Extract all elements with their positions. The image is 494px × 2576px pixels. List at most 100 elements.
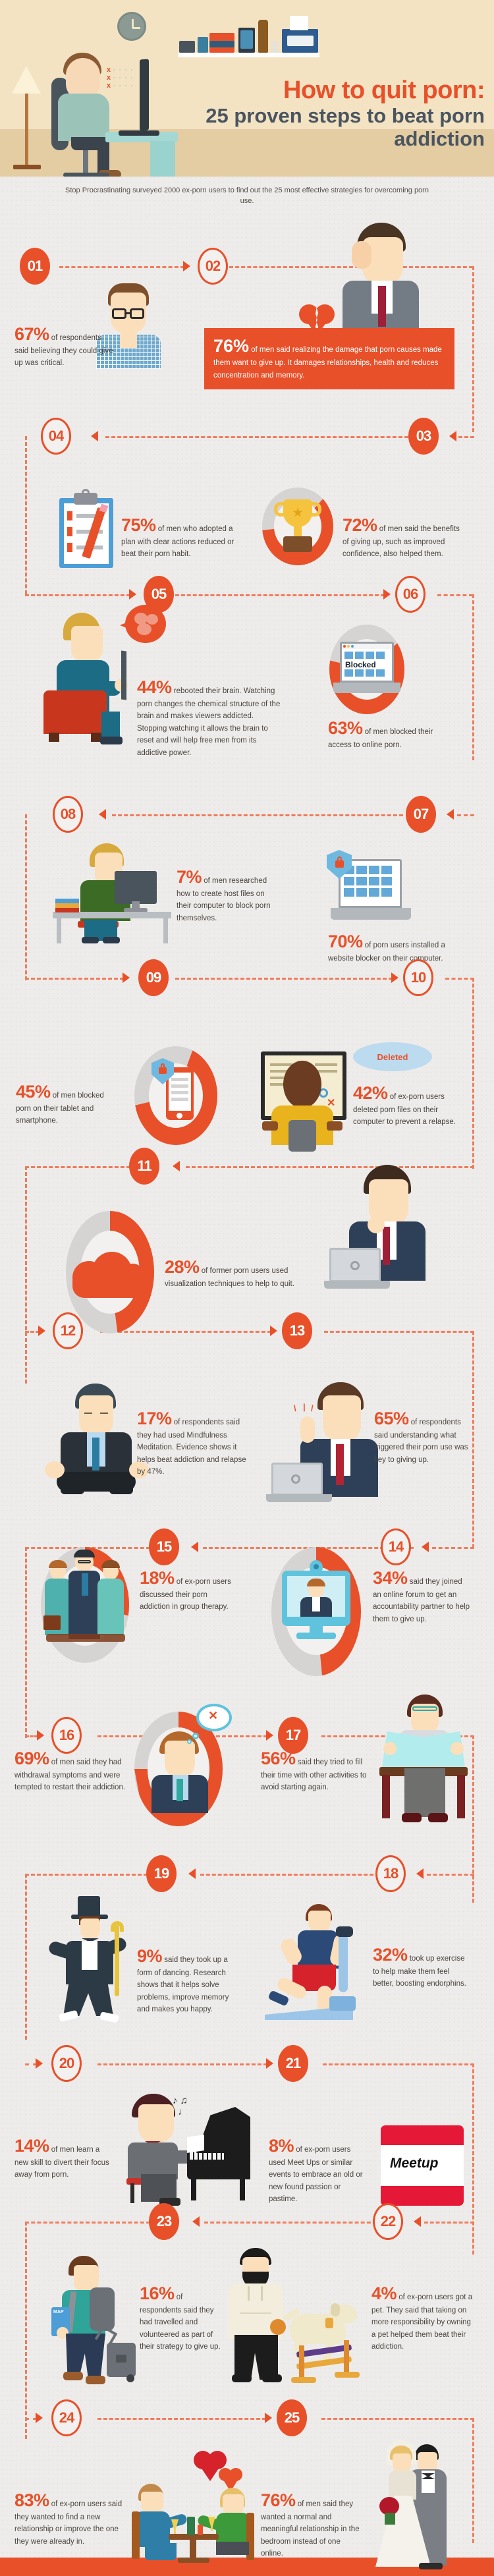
desk-leg-left xyxy=(57,917,61,943)
step-badge-14: 14 xyxy=(381,1528,411,1565)
thumb xyxy=(356,877,367,885)
eye-closed-right xyxy=(100,1413,108,1414)
radio-icon xyxy=(179,41,195,53)
deleted-label: Deleted xyxy=(377,1051,408,1062)
laptop-icon xyxy=(121,650,126,700)
flow-arrow-23 xyxy=(192,2216,200,2227)
man-reading-newspaper-icon xyxy=(370,1694,476,1826)
wine-bottle-icon xyxy=(187,2517,195,2535)
stat-21-pct: 8% xyxy=(269,2136,294,2156)
stat-17: 56% said they tried to fill their time w… xyxy=(261,1749,369,1793)
shoes xyxy=(46,1634,125,1642)
laptop-base xyxy=(266,1494,332,1502)
hand-left xyxy=(383,1742,397,1755)
thumb xyxy=(369,866,379,874)
step-badge-13: 13 xyxy=(282,1312,312,1349)
step-badge-12: 12 xyxy=(53,1312,83,1349)
trophy-icon xyxy=(262,488,335,567)
music-sheet xyxy=(187,2135,204,2153)
video-call-icon xyxy=(269,1547,368,1679)
stat-11: 28% of former porn users used visualizat… xyxy=(165,1257,323,1289)
flow-arrow-13 xyxy=(270,1326,277,1336)
flow-line-05-to-06 xyxy=(175,594,385,596)
lamp-base xyxy=(13,165,41,169)
stat-21: 8% of ex-porn users used Meet Ups or sim… xyxy=(269,2136,369,2205)
hoodie-string-left xyxy=(248,2286,250,2301)
music-note-icon: ♪ ♫ ♩ xyxy=(173,2095,188,2117)
shoe-left xyxy=(402,1813,422,1822)
step-badge-25: 25 xyxy=(277,2399,307,2436)
step-badge-03: 03 xyxy=(408,418,439,455)
flow-arrow-03 xyxy=(449,431,456,441)
person-head xyxy=(66,58,100,99)
step-badge-17: 17 xyxy=(278,1717,308,1754)
stat-05-text: rebooted their brain. Watching porn chan… xyxy=(137,687,281,757)
glasses-right-lens xyxy=(130,308,144,319)
piano-leg-right xyxy=(240,2178,245,2200)
flow-line-25-right xyxy=(321,2418,474,2420)
treadmill-motor xyxy=(329,1996,356,2011)
stat-09-pct: 45% xyxy=(16,1082,51,1102)
flow-arrow-07 xyxy=(447,809,454,820)
dog-collar xyxy=(325,2318,333,2328)
line-number-3 xyxy=(67,543,72,552)
shoe-left xyxy=(61,1484,84,1494)
step-badge-23: 23 xyxy=(149,2203,179,2240)
bouquet-stems xyxy=(385,2513,395,2525)
treadmill-console xyxy=(336,1926,353,1937)
step-badge-11: 11 xyxy=(129,1148,159,1185)
flow-arrow-25 xyxy=(265,2413,272,2423)
flow-arrow-20 xyxy=(36,2058,43,2069)
monitor-icon xyxy=(115,871,157,904)
man-with-dog-icon xyxy=(225,2248,364,2386)
flow-arrow-16 xyxy=(37,1730,44,1741)
stat-25-pct: 76% xyxy=(261,2490,296,2510)
window-dot-red xyxy=(343,645,346,648)
page-title: How to quit porn: xyxy=(283,76,485,104)
flow-line-right-14 xyxy=(432,1547,474,1549)
map-label: MAP xyxy=(53,2310,64,2314)
owner-trousers xyxy=(234,2335,278,2380)
dancer-face xyxy=(80,1918,100,1940)
flow-line-11-left xyxy=(25,1166,130,1168)
briefcase-icon xyxy=(43,1615,61,1630)
glasses-icon xyxy=(412,1706,437,1711)
monitor-base xyxy=(296,1633,336,1639)
dancer-shoe-right xyxy=(99,2011,119,2023)
stat-01: 67% of respondents said believing they c… xyxy=(14,324,113,369)
desk-body xyxy=(150,141,175,177)
step-badge-04: 04 xyxy=(41,418,71,455)
man-legs xyxy=(145,2543,177,2560)
thumb xyxy=(344,888,354,897)
flow-arrow-22 xyxy=(414,2216,421,2227)
chair-leg-left xyxy=(49,733,59,742)
lamp-icon xyxy=(12,66,41,94)
condiment-icon xyxy=(198,2525,203,2535)
flow-line-21-right xyxy=(323,2063,474,2065)
flow-arrow-21 xyxy=(266,2058,273,2069)
meetup-logo-icon: Meetup xyxy=(381,2125,464,2206)
stat-05-pct: 44% xyxy=(137,677,172,697)
flow-arrow-09 xyxy=(123,972,130,983)
chair-arm-left xyxy=(262,1121,278,1131)
books-icon xyxy=(55,899,79,903)
tie xyxy=(92,1438,99,1470)
monitor-stand xyxy=(119,130,159,136)
caller-shirt xyxy=(312,1597,320,1611)
flow-line-right-down-7 xyxy=(472,2418,474,2543)
thumb xyxy=(366,652,374,659)
step-badge-09: 09 xyxy=(138,959,169,996)
step-badge-08: 08 xyxy=(53,796,83,833)
flow-line-12-start xyxy=(25,1331,40,1333)
man-monitor-icon: ✕ xyxy=(253,1049,358,1154)
person-face xyxy=(165,1741,195,1778)
traveller-shoe-left xyxy=(63,2372,83,2380)
thumb xyxy=(344,877,354,885)
person-b-tie xyxy=(82,1573,88,1596)
group-therapy-icon xyxy=(41,1547,133,1666)
bride-bodice xyxy=(389,2471,416,2500)
stat-03: 72% of men said the benefits of giving u… xyxy=(343,515,461,560)
chair-base xyxy=(63,173,109,177)
window-dot-yellow xyxy=(347,645,350,648)
hoodie-pocket xyxy=(240,2312,271,2327)
